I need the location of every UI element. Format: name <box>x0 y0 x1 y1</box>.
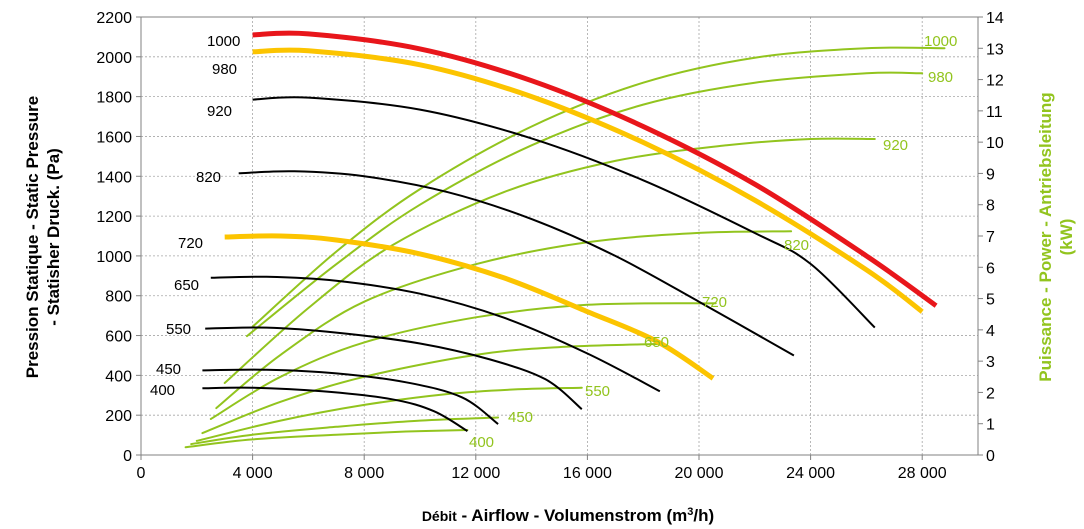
power-curve-820 <box>215 230 793 410</box>
y-left-tick-label: 600 <box>105 329 132 346</box>
power-label-650: 650 <box>644 334 669 351</box>
x-axis-title-suffix: /h) <box>693 506 714 525</box>
y-left-tick-label: 1800 <box>96 90 132 107</box>
power-curve-650 <box>201 342 661 435</box>
pressure-curve-450 <box>202 368 499 425</box>
pressure-curve-720 <box>224 233 715 381</box>
x-tick-label: 12 000 <box>451 465 500 482</box>
y-right-tick-label: 11 <box>986 104 1003 121</box>
x-axis-title-prefix: Débit <box>422 508 457 524</box>
x-tick-label: 0 <box>137 465 146 482</box>
power-label-400: 400 <box>469 434 494 451</box>
x-tick-label: 20 000 <box>675 465 724 482</box>
y-right-tick-label: 6 <box>986 260 995 277</box>
power-label-550: 550 <box>585 383 610 400</box>
y-left-tick-label: 0 <box>123 448 132 465</box>
pressure-curve-650 <box>210 275 661 393</box>
pressure-label-920: 920 <box>207 103 232 120</box>
y-right-tick-label: 0 <box>986 448 995 465</box>
y-left-tick-label: 1400 <box>96 169 132 186</box>
power-label-820: 820 <box>784 237 809 254</box>
pressure-curve-1000 <box>252 30 938 308</box>
pressure-curve-400 <box>202 386 468 432</box>
y-axis-right-title-line2: (kW) <box>1057 219 1076 256</box>
x-tick-label: 16 000 <box>563 465 612 482</box>
y-right-tick-label: 8 <box>986 198 995 215</box>
y-axis-left-title: Pression Statique - Static Pressure - St… <box>23 96 63 379</box>
y-left-tick-label: 400 <box>105 368 132 385</box>
y-right-tick-label: 10 <box>986 135 1004 152</box>
x-axis: 0 4 000 8 000 12 000 16 000 20 000 24 000 28 00… <box>137 455 947 482</box>
y-left-tick-label: 200 <box>105 408 132 425</box>
y-right-tick-label: 9 <box>986 166 995 183</box>
y-axis-left-title-line2: - Statisher Druck. (Pa) <box>44 148 63 326</box>
pressure-curve-820 <box>238 170 795 357</box>
y-axis-right-title-line1: Puissance - Power - Antriebsleitung <box>1036 92 1055 381</box>
curve-labels: 1000 980 920 820 720 650 550 450 400 1000 980 920 82… <box>150 33 957 451</box>
y-left-tick-label: 800 <box>105 289 132 306</box>
pressure-curve-980 <box>252 47 924 314</box>
pressure-curves <box>202 30 938 432</box>
x-tick-label: 24 000 <box>786 465 835 482</box>
power-curve-1000 <box>251 46 946 328</box>
y-right-tick-label: 4 <box>986 323 995 340</box>
power-label-720: 720 <box>702 294 727 311</box>
y-right-tick-label: 14 <box>986 10 1004 27</box>
power-curve-920 <box>223 137 876 384</box>
power-label-980: 980 <box>928 69 953 86</box>
x-tick-label: 4 000 <box>233 465 273 482</box>
y-left-tick-label: 1200 <box>96 209 132 226</box>
y-right-tick-label: 3 <box>986 354 995 371</box>
power-curve-720 <box>209 302 717 420</box>
power-curve-980 <box>246 71 924 338</box>
y-right-tick-label: 2 <box>986 385 995 402</box>
y-right-tick-label: 13 <box>986 41 1004 58</box>
pressure-label-720: 720 <box>178 235 203 252</box>
y-axis-left-title-line1: Pression Statique - Static Pressure <box>23 96 42 379</box>
y-right-tick-label: 1 <box>986 417 995 434</box>
x-axis-title-sup: 3 <box>687 506 693 518</box>
x-axis-title: Débit - Airflow - Volumenstrom (m3/h) <box>422 506 714 525</box>
y-left-tick-label: 1600 <box>96 129 132 146</box>
pressure-label-650: 650 <box>174 277 199 294</box>
pressure-curve-920 <box>252 96 876 329</box>
y-left-tick-label: 2000 <box>96 50 132 67</box>
x-tick-label: 28 000 <box>898 465 947 482</box>
power-label-1000: 1000 <box>924 33 957 50</box>
pressure-label-550: 550 <box>166 321 191 338</box>
power-curve-400 <box>184 429 469 449</box>
y-left-tick-label: 1000 <box>96 249 132 266</box>
x-axis-title-main: - Airflow - Volumenstrom (m <box>457 506 687 525</box>
y-left-tick-label: 2200 <box>96 10 132 27</box>
pressure-label-1000: 1000 <box>207 33 240 50</box>
pressure-label-980: 980 <box>212 61 237 78</box>
pressure-label-450: 450 <box>156 361 181 378</box>
y-axis-left: 0 200 400 600 800 1000 1200 1400 1600 1800 2000 220… <box>96 10 141 465</box>
y-right-tick-label: 7 <box>986 229 995 246</box>
pressure-curve-550 <box>205 326 583 410</box>
power-label-450: 450 <box>508 409 533 426</box>
pressure-label-820: 820 <box>196 169 221 186</box>
pressure-label-400: 400 <box>150 382 175 399</box>
grid-lines <box>141 16 978 455</box>
y-right-tick-label: 12 <box>986 73 1004 90</box>
power-curve-450 <box>190 416 500 446</box>
x-tick-label: 8 000 <box>344 465 384 482</box>
power-label-920: 920 <box>883 137 908 154</box>
y-right-tick-label: 5 <box>986 292 995 309</box>
power-curves <box>184 46 946 449</box>
y-axis-right-title: Puissance - Power - Antriebsleitung (kW) <box>1036 92 1076 381</box>
